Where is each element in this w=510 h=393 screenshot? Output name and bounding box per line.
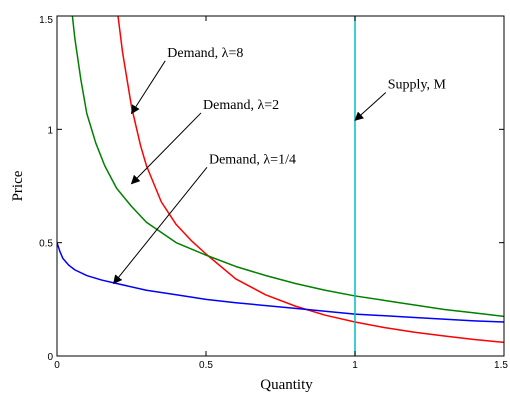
ticks-layer: 0 0.5 1 1.5 0 0.5 1 1.5	[39, 15, 508, 371]
annotations-layer: Demand, λ=8 Demand, λ=2 Demand, λ=1/4 Suppl…	[113, 46, 447, 285]
y-tick-label: 0	[47, 352, 53, 363]
x-tick-label: 1	[352, 360, 358, 371]
annotation-label: Supply, M	[388, 78, 447, 93]
annotation-label: Demand, λ=8	[167, 46, 243, 61]
annotation-arrow	[131, 60, 166, 115]
annotation-label: Demand, λ=1/4	[209, 152, 296, 167]
annotation-label: Demand, λ=2	[203, 98, 279, 113]
annotation-arrow	[130, 112, 202, 185]
plot-frame	[56, 15, 505, 357]
y-tick-label: 1	[47, 125, 53, 136]
series-line-1	[117, 16, 504, 344]
series-layer	[57, 16, 504, 356]
series-line-3	[57, 242, 504, 323]
annotation-arrow	[354, 92, 387, 121]
y-tick-label: 0.5	[39, 239, 53, 250]
series-line-2	[71, 16, 504, 318]
x-tick-label: 1.5	[494, 360, 508, 371]
x-axis-label: Quantity	[260, 377, 313, 393]
y-axis-label: Price	[10, 170, 26, 201]
x-tick-label: 0	[54, 360, 60, 371]
y-tick-label: 1.5	[39, 15, 53, 26]
x-tick-label: 0.5	[199, 360, 213, 371]
annotation-arrow	[113, 167, 208, 285]
